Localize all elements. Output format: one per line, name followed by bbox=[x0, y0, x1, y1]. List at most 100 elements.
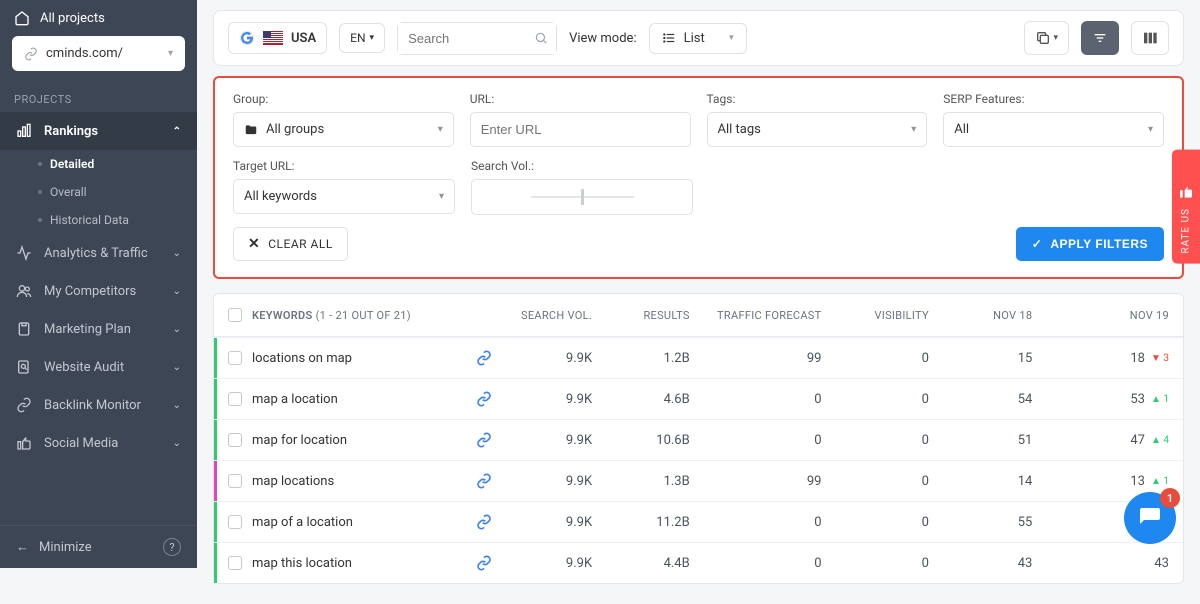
url-input[interactable] bbox=[470, 112, 691, 147]
sub-overall[interactable]: Overall bbox=[38, 178, 197, 206]
searchvol-slider[interactable] bbox=[471, 179, 693, 215]
cell-date2: 13▲ 1 bbox=[1032, 474, 1169, 489]
projects-section-label: PROJECTS bbox=[0, 83, 197, 112]
columns-button[interactable] bbox=[1131, 21, 1169, 55]
cell-searchvol: 9.9K bbox=[492, 392, 593, 407]
cell-searchvol: 9.9K bbox=[492, 474, 593, 489]
table-row[interactable]: map for location 9.9K 10.6B 0 0 51 47▲ 4 bbox=[214, 419, 1183, 460]
chevron-down-icon: ▾ bbox=[911, 124, 916, 135]
cell-traffic: 99 bbox=[690, 474, 822, 489]
country-selector[interactable]: USA bbox=[228, 22, 327, 54]
cell-searchvol: 9.9K bbox=[492, 351, 593, 366]
chat-button[interactable]: 1 bbox=[1124, 492, 1176, 544]
link-icon[interactable] bbox=[476, 391, 492, 407]
link-icon[interactable] bbox=[476, 514, 492, 530]
filters-panel: Group: All groups ▾ URL: Tags: All tags … bbox=[213, 76, 1184, 279]
table-row[interactable]: map a location 9.9K 4.6B 0 0 54 53▲ 1 bbox=[214, 378, 1183, 419]
row-checkbox[interactable] bbox=[228, 515, 242, 529]
nav-audit[interactable]: Website Audit ⌄ bbox=[0, 348, 197, 386]
minimize-button[interactable]: ← Minimize ? bbox=[0, 525, 197, 568]
cell-date2: 18▼ 3 bbox=[1032, 351, 1169, 366]
help-icon[interactable]: ? bbox=[163, 538, 181, 556]
viewmode-selector[interactable]: List ▾ bbox=[649, 23, 747, 54]
thumbs-up-icon bbox=[16, 435, 32, 451]
lang-selector[interactable]: EN ▾ bbox=[339, 23, 385, 53]
sub-historical[interactable]: Historical Data bbox=[38, 206, 197, 234]
list-icon bbox=[662, 31, 676, 45]
row-checkbox[interactable] bbox=[228, 351, 242, 365]
chat-icon bbox=[1138, 506, 1162, 530]
search-field[interactable] bbox=[397, 22, 557, 55]
row-checkbox[interactable] bbox=[228, 392, 242, 406]
sub-detailed[interactable]: Detailed bbox=[38, 150, 197, 178]
nav-rankings[interactable]: Rankings ⌃ bbox=[0, 112, 197, 150]
group-selector[interactable]: All groups ▾ bbox=[233, 112, 454, 147]
cell-visibility: 0 bbox=[822, 474, 929, 489]
cell-traffic: 0 bbox=[690, 556, 822, 571]
table-row[interactable]: map locations 9.9K 1.3B 99 0 14 13▲ 1 bbox=[214, 460, 1183, 501]
nav-social[interactable]: Social Media ⌄ bbox=[0, 424, 197, 462]
row-checkbox[interactable] bbox=[228, 474, 242, 488]
link-icon[interactable] bbox=[476, 473, 492, 489]
th-date1[interactable]: NOV 18 bbox=[929, 309, 1032, 322]
th-visibility[interactable]: VISIBILITY bbox=[822, 309, 929, 322]
cell-date1: 43 bbox=[929, 556, 1032, 571]
table-row[interactable]: map this location 9.9K 4.4B 0 0 43 43 bbox=[214, 542, 1183, 583]
cell-visibility: 0 bbox=[822, 351, 929, 366]
chevron-down-icon: ⌄ bbox=[173, 400, 181, 411]
clear-all-button[interactable]: ✕ CLEAR ALL bbox=[233, 227, 348, 261]
chevron-down-icon: ⌄ bbox=[173, 438, 181, 449]
th-searchvol[interactable]: SEARCH VOL. bbox=[492, 309, 593, 322]
keyword-text: map a location bbox=[252, 392, 338, 407]
link-icon[interactable] bbox=[476, 555, 492, 571]
tags-selector[interactable]: All tags ▾ bbox=[707, 112, 928, 147]
close-icon: ✕ bbox=[248, 236, 260, 252]
chat-badge: 1 bbox=[1160, 488, 1180, 508]
link-icon[interactable] bbox=[476, 432, 492, 448]
chevron-down-icon: ⌄ bbox=[173, 286, 181, 297]
table-row[interactable]: locations on map 9.9K 1.2B 99 0 15 18▼ 3 bbox=[214, 337, 1183, 378]
nav-competitors[interactable]: My Competitors ⌄ bbox=[0, 272, 197, 310]
url-label: URL: bbox=[470, 92, 691, 106]
search-input[interactable] bbox=[398, 23, 556, 54]
nav-marketing[interactable]: Marketing Plan ⌄ bbox=[0, 310, 197, 348]
chevron-up-icon: ⌃ bbox=[173, 126, 181, 137]
nav-analytics-label: Analytics & Traffic bbox=[44, 246, 148, 261]
cell-results: 1.3B bbox=[592, 474, 690, 489]
target-selector[interactable]: All keywords ▾ bbox=[233, 179, 455, 214]
row-accent bbox=[214, 502, 217, 542]
cell-searchvol: 9.9K bbox=[492, 556, 593, 571]
nav-backlink[interactable]: Backlink Monitor ⌄ bbox=[0, 386, 197, 424]
all-projects-link[interactable]: All projects bbox=[0, 0, 197, 36]
row-checkbox[interactable] bbox=[228, 433, 242, 447]
arrow-left-icon: ← bbox=[16, 539, 29, 555]
nav-analytics[interactable]: Analytics & Traffic ⌄ bbox=[0, 234, 197, 272]
delta-indicator: ▲ 1 bbox=[1151, 476, 1169, 487]
google-icon bbox=[239, 30, 255, 46]
cell-date2: 43 bbox=[1032, 556, 1169, 571]
rate-us-label: RATE US bbox=[1181, 208, 1192, 254]
apply-filters-button[interactable]: ✓ APPLY FILTERS bbox=[1016, 227, 1164, 261]
copy-button[interactable]: ▾ bbox=[1024, 21, 1069, 55]
row-accent bbox=[214, 338, 217, 378]
project-selector[interactable]: cminds.com/ ▾ bbox=[12, 36, 185, 71]
rate-us-tab[interactable]: RATE US bbox=[1172, 150, 1200, 264]
delta-indicator: ▼ 3 bbox=[1151, 353, 1169, 364]
viewmode-label: View mode: bbox=[569, 31, 637, 46]
link-icon[interactable] bbox=[476, 350, 492, 366]
th-traffic[interactable]: TRAFFIC FORECAST bbox=[690, 309, 822, 322]
nav-social-label: Social Media bbox=[44, 436, 118, 451]
cell-results: 10.6B bbox=[592, 433, 690, 448]
th-date2[interactable]: NOV 19 bbox=[1032, 309, 1169, 322]
select-all-checkbox[interactable] bbox=[228, 308, 242, 322]
serp-selector[interactable]: All ▾ bbox=[943, 112, 1164, 147]
searchvol-label: Search Vol.: bbox=[471, 159, 693, 173]
chevron-down-icon: ⌄ bbox=[173, 248, 181, 259]
th-results[interactable]: RESULTS bbox=[592, 309, 690, 322]
chevron-down-icon: ▾ bbox=[1148, 124, 1153, 135]
activity-icon bbox=[16, 245, 32, 261]
users-icon bbox=[16, 283, 32, 299]
cell-results: 4.4B bbox=[592, 556, 690, 571]
filter-button[interactable] bbox=[1081, 21, 1119, 55]
table-row[interactable]: map of a location 9.9K 11.2B 0 0 55 50▲ … bbox=[214, 501, 1183, 542]
